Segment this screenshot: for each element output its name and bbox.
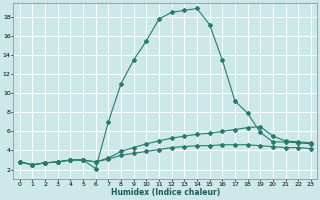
X-axis label: Humidex (Indice chaleur): Humidex (Indice chaleur) [111,188,220,197]
